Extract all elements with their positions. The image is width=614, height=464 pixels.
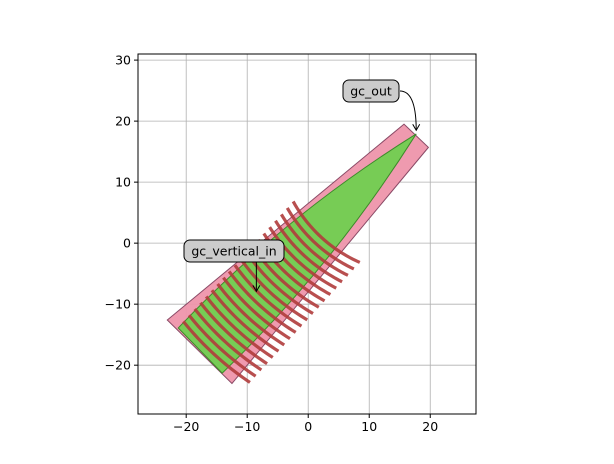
y-tick-label: −20 — [105, 358, 131, 373]
grating-teeth — [182, 200, 361, 384]
grating-tooth — [279, 213, 349, 277]
grating-tooth — [285, 207, 355, 271]
grating-tooth — [227, 270, 297, 334]
gc-vertical-in-label: gc_vertical_in — [191, 244, 276, 259]
gc-out-label: gc_out — [350, 84, 392, 99]
y-tick-label: 30 — [115, 53, 131, 68]
gc-out-arrow — [399, 90, 417, 131]
grating-tooth — [233, 264, 303, 328]
y-tick-label: −10 — [105, 297, 131, 312]
grating-tooth — [274, 219, 343, 284]
grating-tooth — [245, 251, 314, 315]
y-tick-label: 20 — [115, 114, 131, 129]
gc-out-arrowhead — [412, 124, 421, 132]
ticks: −20 −10 0 10 20 −20 −10 0 10 20 30 — [105, 53, 439, 434]
axes-frame — [137, 53, 477, 415]
x-tick-label: 0 — [304, 419, 312, 434]
grating-tooth — [187, 314, 257, 378]
x-tick-label: 10 — [361, 419, 377, 434]
grating-tooth — [199, 301, 268, 366]
grating-tooth — [216, 282, 286, 347]
grating-tooth — [182, 320, 251, 384]
grating-tooth — [193, 307, 263, 372]
x-tick-label: −20 — [173, 419, 199, 434]
gc-out-box — [342, 79, 400, 103]
y-tick-label: 0 — [123, 236, 131, 251]
grating-tooth — [222, 276, 291, 341]
gc-vertical-in-arrowhead — [252, 285, 261, 293]
grating-tooth — [204, 295, 274, 359]
gc-vertical-in-box — [183, 239, 285, 263]
x-tick-label: −10 — [234, 419, 260, 434]
grating-tooth — [239, 257, 309, 322]
grating-tooth — [210, 289, 280, 353]
y-tick-label: 10 — [115, 175, 131, 190]
x-tick-label: 20 — [422, 419, 438, 434]
annotations: gc_out gc_vertical_in — [183, 79, 421, 293]
grating-tooth — [291, 200, 361, 264]
